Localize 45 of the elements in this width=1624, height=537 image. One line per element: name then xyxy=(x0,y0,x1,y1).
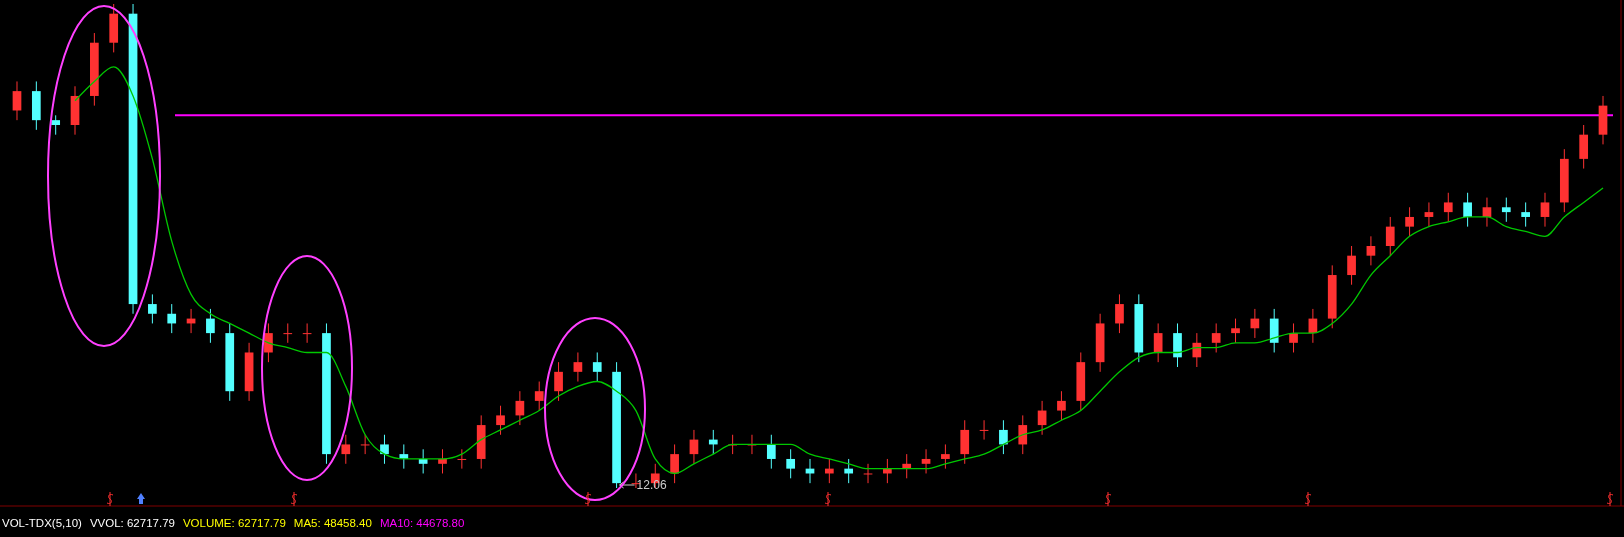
candlestick xyxy=(1501,197,1511,223)
candlestick xyxy=(534,381,544,412)
text: VVOL: 62717.79 xyxy=(89,517,175,529)
candlestick xyxy=(1153,322,1163,363)
candlestick xyxy=(573,351,583,383)
candlestick xyxy=(380,434,389,465)
candlestick xyxy=(12,80,22,121)
text: VOLUME: 62717.79 xyxy=(182,517,286,529)
candlestick xyxy=(1211,322,1221,353)
candlestick xyxy=(438,448,447,474)
text: MA5: 48458.40 xyxy=(293,517,372,529)
candlestick xyxy=(167,303,177,334)
candlestick xyxy=(1540,192,1550,228)
candlestick xyxy=(999,419,1008,455)
candlestick xyxy=(148,293,157,324)
candlestick xyxy=(1057,390,1066,421)
candlestick xyxy=(766,434,776,470)
candlestick xyxy=(1289,322,1298,353)
candlestick xyxy=(1463,192,1472,228)
candlestick xyxy=(670,443,679,484)
annotation: 12.06 xyxy=(636,478,667,492)
candlestick xyxy=(1385,216,1395,257)
candlestick xyxy=(496,405,505,436)
candlestick xyxy=(51,114,61,136)
candlestick xyxy=(1192,332,1202,368)
text: VOL-TDX(5,10) xyxy=(2,517,83,529)
candlestick xyxy=(941,443,950,470)
candlestick xyxy=(1231,318,1240,344)
candlestick xyxy=(457,448,467,470)
candlestick xyxy=(283,322,293,344)
text: MA10: 44678.80 xyxy=(379,517,465,529)
candlestick xyxy=(1115,293,1124,334)
candlestick xyxy=(1366,235,1376,266)
candlestick xyxy=(1424,201,1434,228)
candlestick xyxy=(554,361,563,402)
candlestick xyxy=(1443,192,1453,223)
candlestick xyxy=(206,308,215,344)
candlestick xyxy=(786,448,796,479)
candlestick xyxy=(921,448,931,474)
candlestick xyxy=(1018,414,1028,455)
candlestick xyxy=(1521,201,1530,228)
candlestick xyxy=(1347,245,1356,286)
candlestick xyxy=(341,434,351,465)
candlestick xyxy=(592,351,602,383)
candlestick xyxy=(1405,206,1414,237)
